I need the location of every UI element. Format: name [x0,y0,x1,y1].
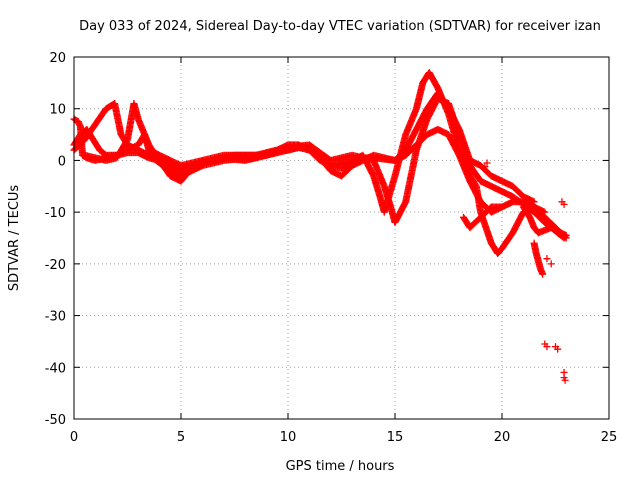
data-point [539,270,547,278]
y-tick-label: -50 [45,413,66,428]
axis-ticks: 0 5 10 15 20 25 -50 -40 -30 -20 -10 0 10 20 [45,51,618,445]
data-point [560,200,568,208]
chart-title: Day 033 of 2024, Sidereal Day-to-day VTE… [79,19,601,34]
x-axis-label: GPS time / hours [286,459,395,474]
data-point [543,343,551,351]
data-points [70,69,570,384]
x-tick-label: 10 [280,430,297,445]
series-trace-e [459,203,506,232]
series-trace-g [530,239,547,278]
series-trace-b [70,94,570,239]
data-point [541,208,549,216]
data-point [559,233,567,241]
series-trace-d [70,89,538,206]
y-tick-label: -30 [45,310,66,325]
x-tick-label: 25 [601,430,618,445]
data-point [483,159,491,167]
x-tick-label: 20 [494,430,511,445]
data-point [554,345,562,353]
y-tick-label: 20 [49,51,66,66]
x-tick-label: 0 [70,430,78,445]
plot-frame [73,56,610,420]
x-tick-label: 15 [387,430,404,445]
data-point [530,198,538,206]
data-point [498,203,506,211]
y-tick-label: -40 [45,361,66,376]
data-point [547,260,555,268]
data-point [560,234,568,242]
data-point [543,255,551,263]
series-trace-f [519,203,568,242]
data-point [481,163,489,171]
grid-lines [74,57,609,419]
y-axis-label: SDTVAR / TECUs [7,185,22,292]
y-tick-label: 10 [49,103,66,118]
y-tick-label: 0 [58,154,66,169]
y-tick-label: -20 [45,258,66,273]
data-point [561,376,569,384]
x-tick-label: 5 [177,430,185,445]
y-tick-label: -10 [45,206,66,221]
series-isolated [481,159,569,384]
